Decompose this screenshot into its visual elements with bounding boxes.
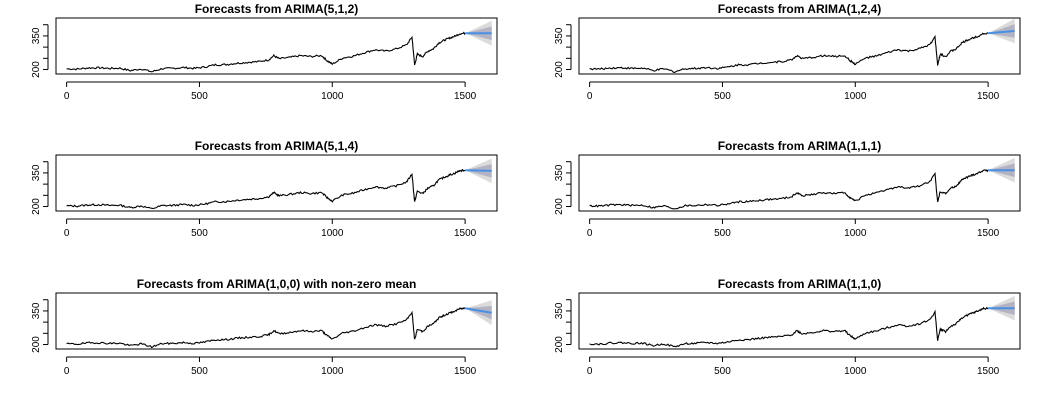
observed-series-line xyxy=(66,31,466,73)
chart-panel: Forecasts from ARIMA(1,1,1) 0 500 1000 1500 2… xyxy=(554,139,1021,239)
x-tick-label: 1000 xyxy=(321,228,344,239)
chart-panel: Forecasts from ARIMA(5,1,4) 0 500 1000 1500 2… xyxy=(31,139,498,239)
panel-title: Forecasts from ARIMA(1,1,0) xyxy=(718,277,882,291)
observed-series-line xyxy=(66,306,466,349)
chart-panel: Forecasts from ARIMA(1,2,4) 0 500 1000 1500 2… xyxy=(554,2,1021,102)
y-tick-label: 200 xyxy=(31,198,42,215)
plot-frame xyxy=(578,292,1021,350)
x-tick-label: 1000 xyxy=(844,228,867,239)
x-tick-label: 0 xyxy=(587,228,593,239)
x-tick-label: 1500 xyxy=(977,228,1000,239)
y-tick-label: 350 xyxy=(31,302,42,319)
observed-series-line xyxy=(589,169,989,210)
plot-frame xyxy=(578,17,1021,75)
x-tick-label: 500 xyxy=(714,91,731,102)
panel-title: Forecasts from ARIMA(1,2,4) xyxy=(718,2,882,16)
y-tick-label: 200 xyxy=(31,61,42,78)
y-tick-label: 200 xyxy=(31,336,42,353)
chart-panel: Forecasts from ARIMA(1,1,0) 0 500 1000 1500 2… xyxy=(554,277,1021,377)
observed-series-line xyxy=(589,306,989,348)
chart-panel: Forecasts from ARIMA(1,0,0) with non-zer… xyxy=(31,277,498,377)
x-tick-label: 1000 xyxy=(844,366,867,377)
panel-title: Forecasts from ARIMA(5,1,4) xyxy=(195,139,359,153)
plot-frame xyxy=(578,154,1021,212)
panel-title: Forecasts from ARIMA(1,0,0) with non-zer… xyxy=(137,277,417,291)
y-tick-label: 350 xyxy=(554,302,565,319)
forecast-mean-line xyxy=(465,169,492,172)
x-tick-label: 1000 xyxy=(321,91,344,102)
plot-frame xyxy=(55,17,498,75)
y-tick-label: 350 xyxy=(554,164,565,181)
x-tick-label: 0 xyxy=(587,366,593,377)
x-tick-label: 0 xyxy=(64,228,70,239)
x-tick-label: 1500 xyxy=(454,91,477,102)
x-tick-label: 1000 xyxy=(844,91,867,102)
x-tick-label: 500 xyxy=(191,91,208,102)
y-tick-label: 200 xyxy=(554,336,565,353)
observed-series-line xyxy=(66,168,466,210)
x-tick-label: 1500 xyxy=(977,91,1000,102)
observed-series-line xyxy=(589,32,989,73)
x-tick-label: 1500 xyxy=(454,228,477,239)
plot-frame xyxy=(55,154,498,212)
plot-frame xyxy=(55,292,498,350)
x-tick-label: 500 xyxy=(191,366,208,377)
y-tick-label: 350 xyxy=(31,164,42,181)
panel-title: Forecasts from ARIMA(1,1,1) xyxy=(718,139,882,153)
y-tick-label: 350 xyxy=(554,27,565,44)
y-tick-label: 200 xyxy=(554,61,565,78)
y-tick-label: 350 xyxy=(31,27,42,44)
x-tick-label: 500 xyxy=(714,228,731,239)
forecast-mean-line xyxy=(464,307,492,314)
x-tick-label: 0 xyxy=(64,366,70,377)
forecast-interval-80 xyxy=(988,24,1015,38)
x-tick-label: 0 xyxy=(587,91,593,102)
y-tick-label: 200 xyxy=(554,198,565,215)
x-tick-label: 500 xyxy=(191,228,208,239)
chart-panel: Forecasts from ARIMA(5,1,2) 0 500 1000 1500 2… xyxy=(31,2,498,102)
x-tick-label: 1500 xyxy=(977,366,1000,377)
x-tick-label: 500 xyxy=(714,366,731,377)
x-tick-label: 0 xyxy=(64,91,70,102)
x-tick-label: 1000 xyxy=(321,366,344,377)
forecast-mean-line xyxy=(988,29,1015,35)
x-tick-label: 1500 xyxy=(454,366,477,377)
panel-title: Forecasts from ARIMA(5,1,2) xyxy=(195,2,359,16)
